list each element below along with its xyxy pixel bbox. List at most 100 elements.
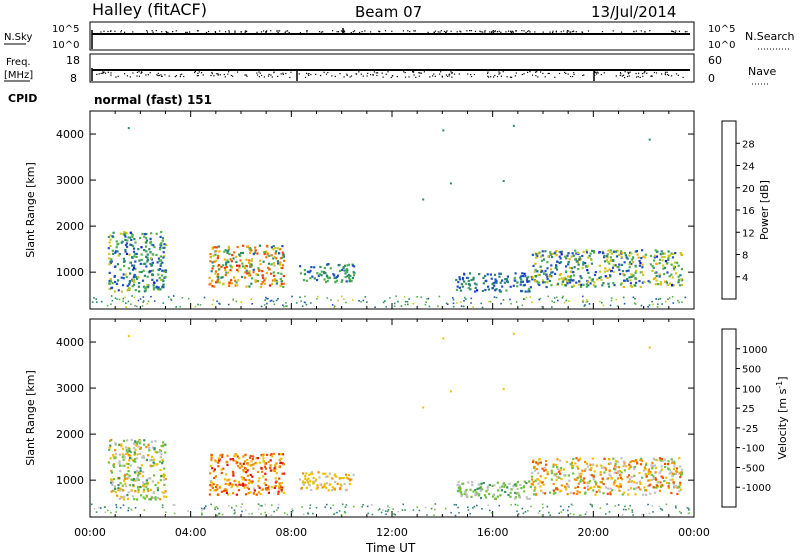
scatter-cell [162,256,165,259]
scatter-cell [311,472,314,475]
scatter-cell [528,290,531,293]
scatter-cell [306,479,309,482]
scatter-cell [476,289,479,292]
nave-dot [227,73,229,75]
scatter-cell [655,274,658,278]
scatter-cell [583,469,586,472]
nave-dot [451,72,453,74]
scatter-cell [580,478,583,481]
scatter-cell [629,478,632,481]
scatter-cell [460,495,463,498]
scatter-cell [232,474,235,477]
scatter-cell [592,475,595,478]
scatter-cell [366,505,369,508]
scatter-cell [611,489,614,492]
scatter-cell [246,245,250,248]
scatter-cell [164,451,167,454]
scatter-cell [552,482,555,486]
scatter-cell [630,475,633,479]
scatter-cell [583,477,586,480]
scatter-cell [663,266,666,269]
scatter-cell [612,264,615,267]
scatter-cell [348,276,351,279]
scatter-cell [279,277,282,280]
scatter-cell [135,498,139,501]
x-tick-label: 16:00 [477,526,509,539]
y-tick-label: 4000 [56,336,84,349]
scatter-cell [541,514,544,517]
nave-dot [500,75,502,77]
scatter-cell [267,488,270,491]
scatter-cell [531,278,534,281]
scatter-cell [158,460,162,463]
scatter-cell [244,264,247,267]
nsky-dot [277,30,279,32]
scatter-cell [239,254,242,257]
scatter-cell [578,258,581,261]
scatter-cell [211,267,214,270]
nave-dot [646,72,648,74]
scatter-cell [661,460,664,463]
scatter-cell [654,249,657,252]
scatter-cell [634,284,637,287]
scatter-cell [131,256,134,259]
x-tick-label: 04:00 [175,526,207,539]
scatter-cell [492,281,495,285]
scatter-cell [118,462,121,465]
nsky-dot [644,31,646,33]
scatter-cell [123,264,126,268]
scatter-cell [161,462,164,465]
scatter-cell [149,464,152,467]
scatter-cell [606,269,609,272]
scatter-cell [270,254,273,257]
scatter-cell [479,485,482,488]
scatter-cell [153,474,156,477]
scatter-cell [272,248,275,251]
scatter-cell [114,442,117,445]
scatter-cell [151,480,154,483]
scatter-cell [650,478,653,481]
scatter-cell [671,472,674,475]
scatter-cell [281,245,284,248]
scatter-cell [670,458,673,461]
scatter-cell [148,446,151,449]
nave-dot [671,75,673,77]
scatter-cell [119,507,122,509]
scatter-cell [155,253,158,256]
scatter-cell [155,463,158,466]
nave-dot [115,76,117,78]
scatter-cell [628,266,631,269]
scatter-cell [151,261,154,264]
scatter-cell [153,281,156,284]
scatter-cell [263,279,266,282]
nsky-dot [186,31,188,33]
scatter-cell [266,453,269,456]
scatter-cell [610,299,613,302]
scatter-cell [136,442,139,445]
scatter-cell [284,512,286,514]
scatter-cell [534,262,537,265]
scatter-cell [273,486,276,489]
scatter-cell [164,270,167,274]
scatter-cell [626,279,629,282]
scatter-cell [134,490,137,493]
scatter-cell [606,503,608,505]
scatter-cell [277,262,280,265]
scatter-cell [124,238,127,242]
scatter-cell [599,507,602,509]
scatter-cell [562,278,565,281]
scatter-cell [491,484,494,487]
nsky-dot [523,30,525,32]
velocity-scatter-cells [90,332,691,517]
scatter-cell [491,283,494,286]
scatter-cell [241,510,243,513]
scatter-cell [346,269,349,272]
nave-dot [270,74,272,76]
scatter-cell [114,449,117,452]
scatter-cell [280,461,283,464]
scatter-cell [528,480,531,483]
scatter-cell [570,465,574,468]
nave-dot [382,76,384,78]
scatter-cell [333,305,336,308]
scatter-cell [364,296,367,298]
